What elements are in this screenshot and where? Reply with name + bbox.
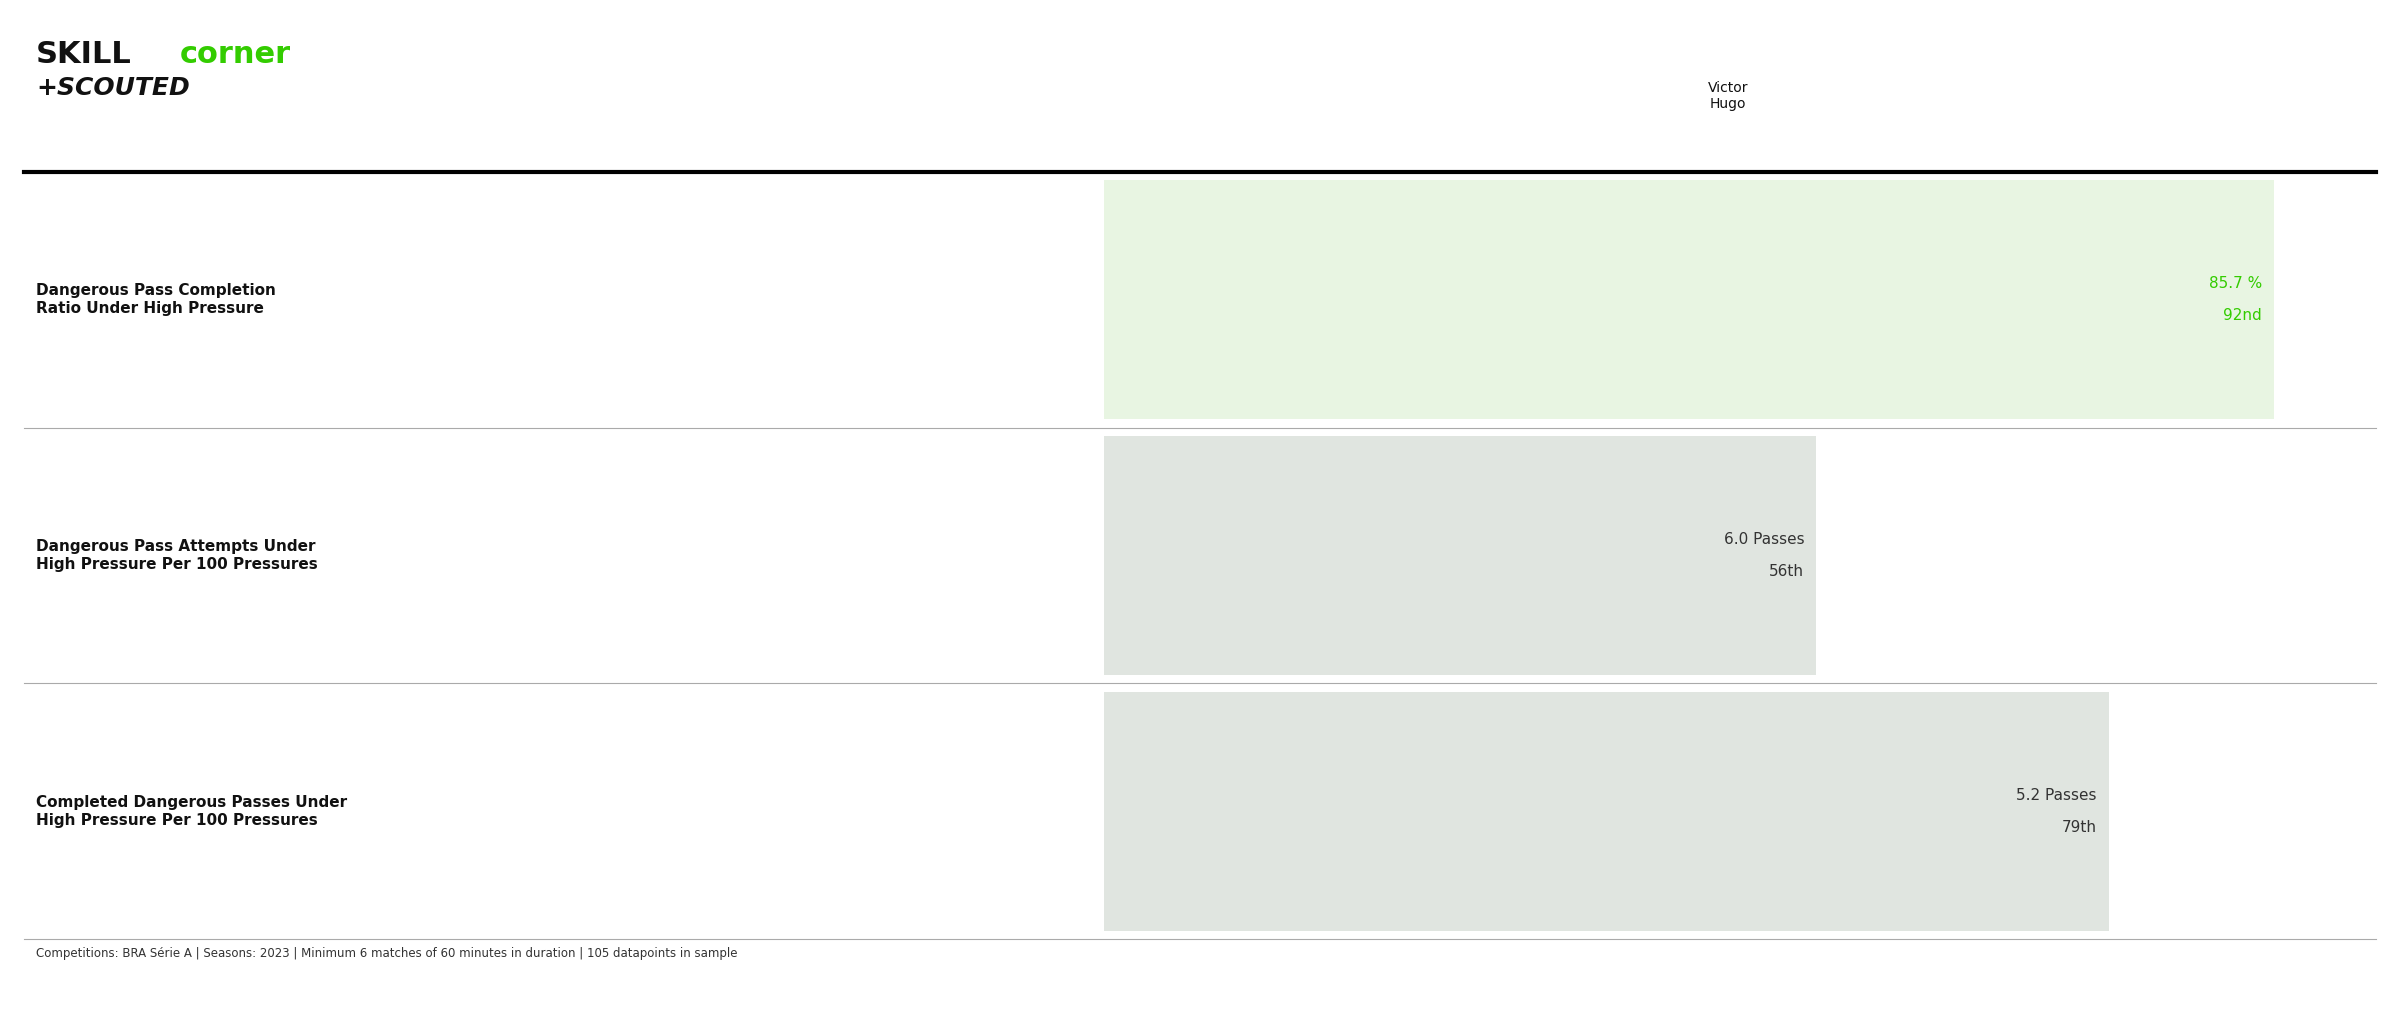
Text: Completed Dangerous Passes Under
High Pressure Per 100 Pressures: Completed Dangerous Passes Under High Pr… bbox=[36, 795, 348, 827]
Bar bbox=[1104, 692, 2110, 931]
Bar bbox=[1104, 180, 2275, 419]
Text: Victor
Hugo: Victor Hugo bbox=[1709, 81, 1747, 111]
Text: 85.7 %: 85.7 % bbox=[2208, 276, 2263, 291]
Text: corner: corner bbox=[180, 40, 290, 70]
Text: Competitions: BRA Série A | Seasons: 2023 | Minimum 6 matches of 60 minutes in d: Competitions: BRA Série A | Seasons: 202… bbox=[36, 946, 737, 959]
Text: Dangerous Pass Completion
Ratio Under High Pressure: Dangerous Pass Completion Ratio Under Hi… bbox=[36, 284, 276, 316]
Text: 6.0 Passes: 6.0 Passes bbox=[1723, 532, 1805, 546]
Bar bbox=[1104, 435, 1817, 676]
Text: +SCOUTED: +SCOUTED bbox=[36, 76, 190, 100]
Text: Dangerous Pass Attempts Under
High Pressure Per 100 Pressures: Dangerous Pass Attempts Under High Press… bbox=[36, 539, 317, 572]
Text: 5.2 Passes: 5.2 Passes bbox=[2016, 788, 2098, 803]
Text: 92nd: 92nd bbox=[2222, 308, 2263, 323]
Text: SKILL: SKILL bbox=[36, 40, 132, 70]
Text: 56th: 56th bbox=[1769, 565, 1805, 579]
Text: 79th: 79th bbox=[2062, 820, 2098, 835]
